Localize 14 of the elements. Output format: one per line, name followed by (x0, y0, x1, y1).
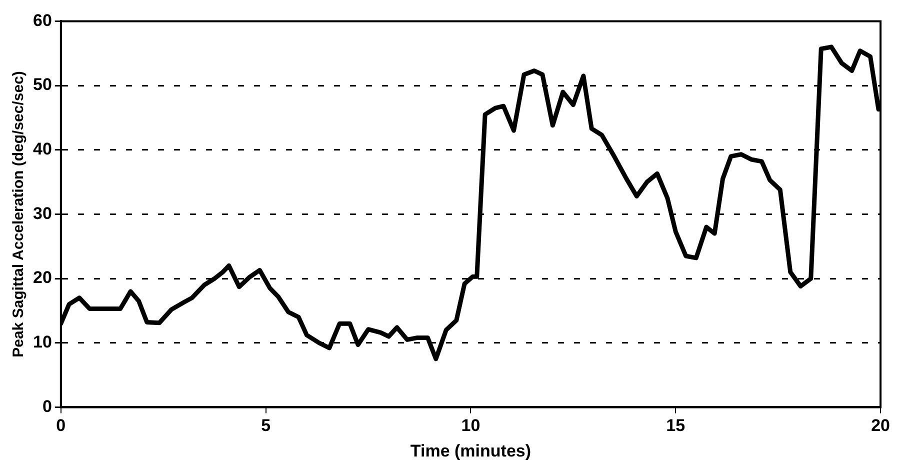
y-tick-label: 60 (32, 10, 52, 30)
x-tick-label: 20 (871, 416, 890, 436)
x-tick-label: 5 (261, 416, 271, 436)
y-tick-label: 30 (32, 204, 52, 223)
y-tick-label: 20 (32, 268, 52, 288)
x-tick-label: 0 (56, 416, 66, 436)
x-tick-label: 10 (461, 416, 480, 436)
y-tick-label: 10 (32, 332, 52, 352)
x-axis-title: Time (minutes) (410, 441, 532, 460)
y-tick-label: 0 (42, 396, 52, 416)
y-tick-label: 40 (32, 140, 52, 159)
x-tick-label: 15 (666, 416, 686, 436)
y-tick-label: 50 (32, 75, 52, 94)
y-axis-title: Peak Sagittal Acceleration (deg/sec/sec) (10, 71, 28, 358)
